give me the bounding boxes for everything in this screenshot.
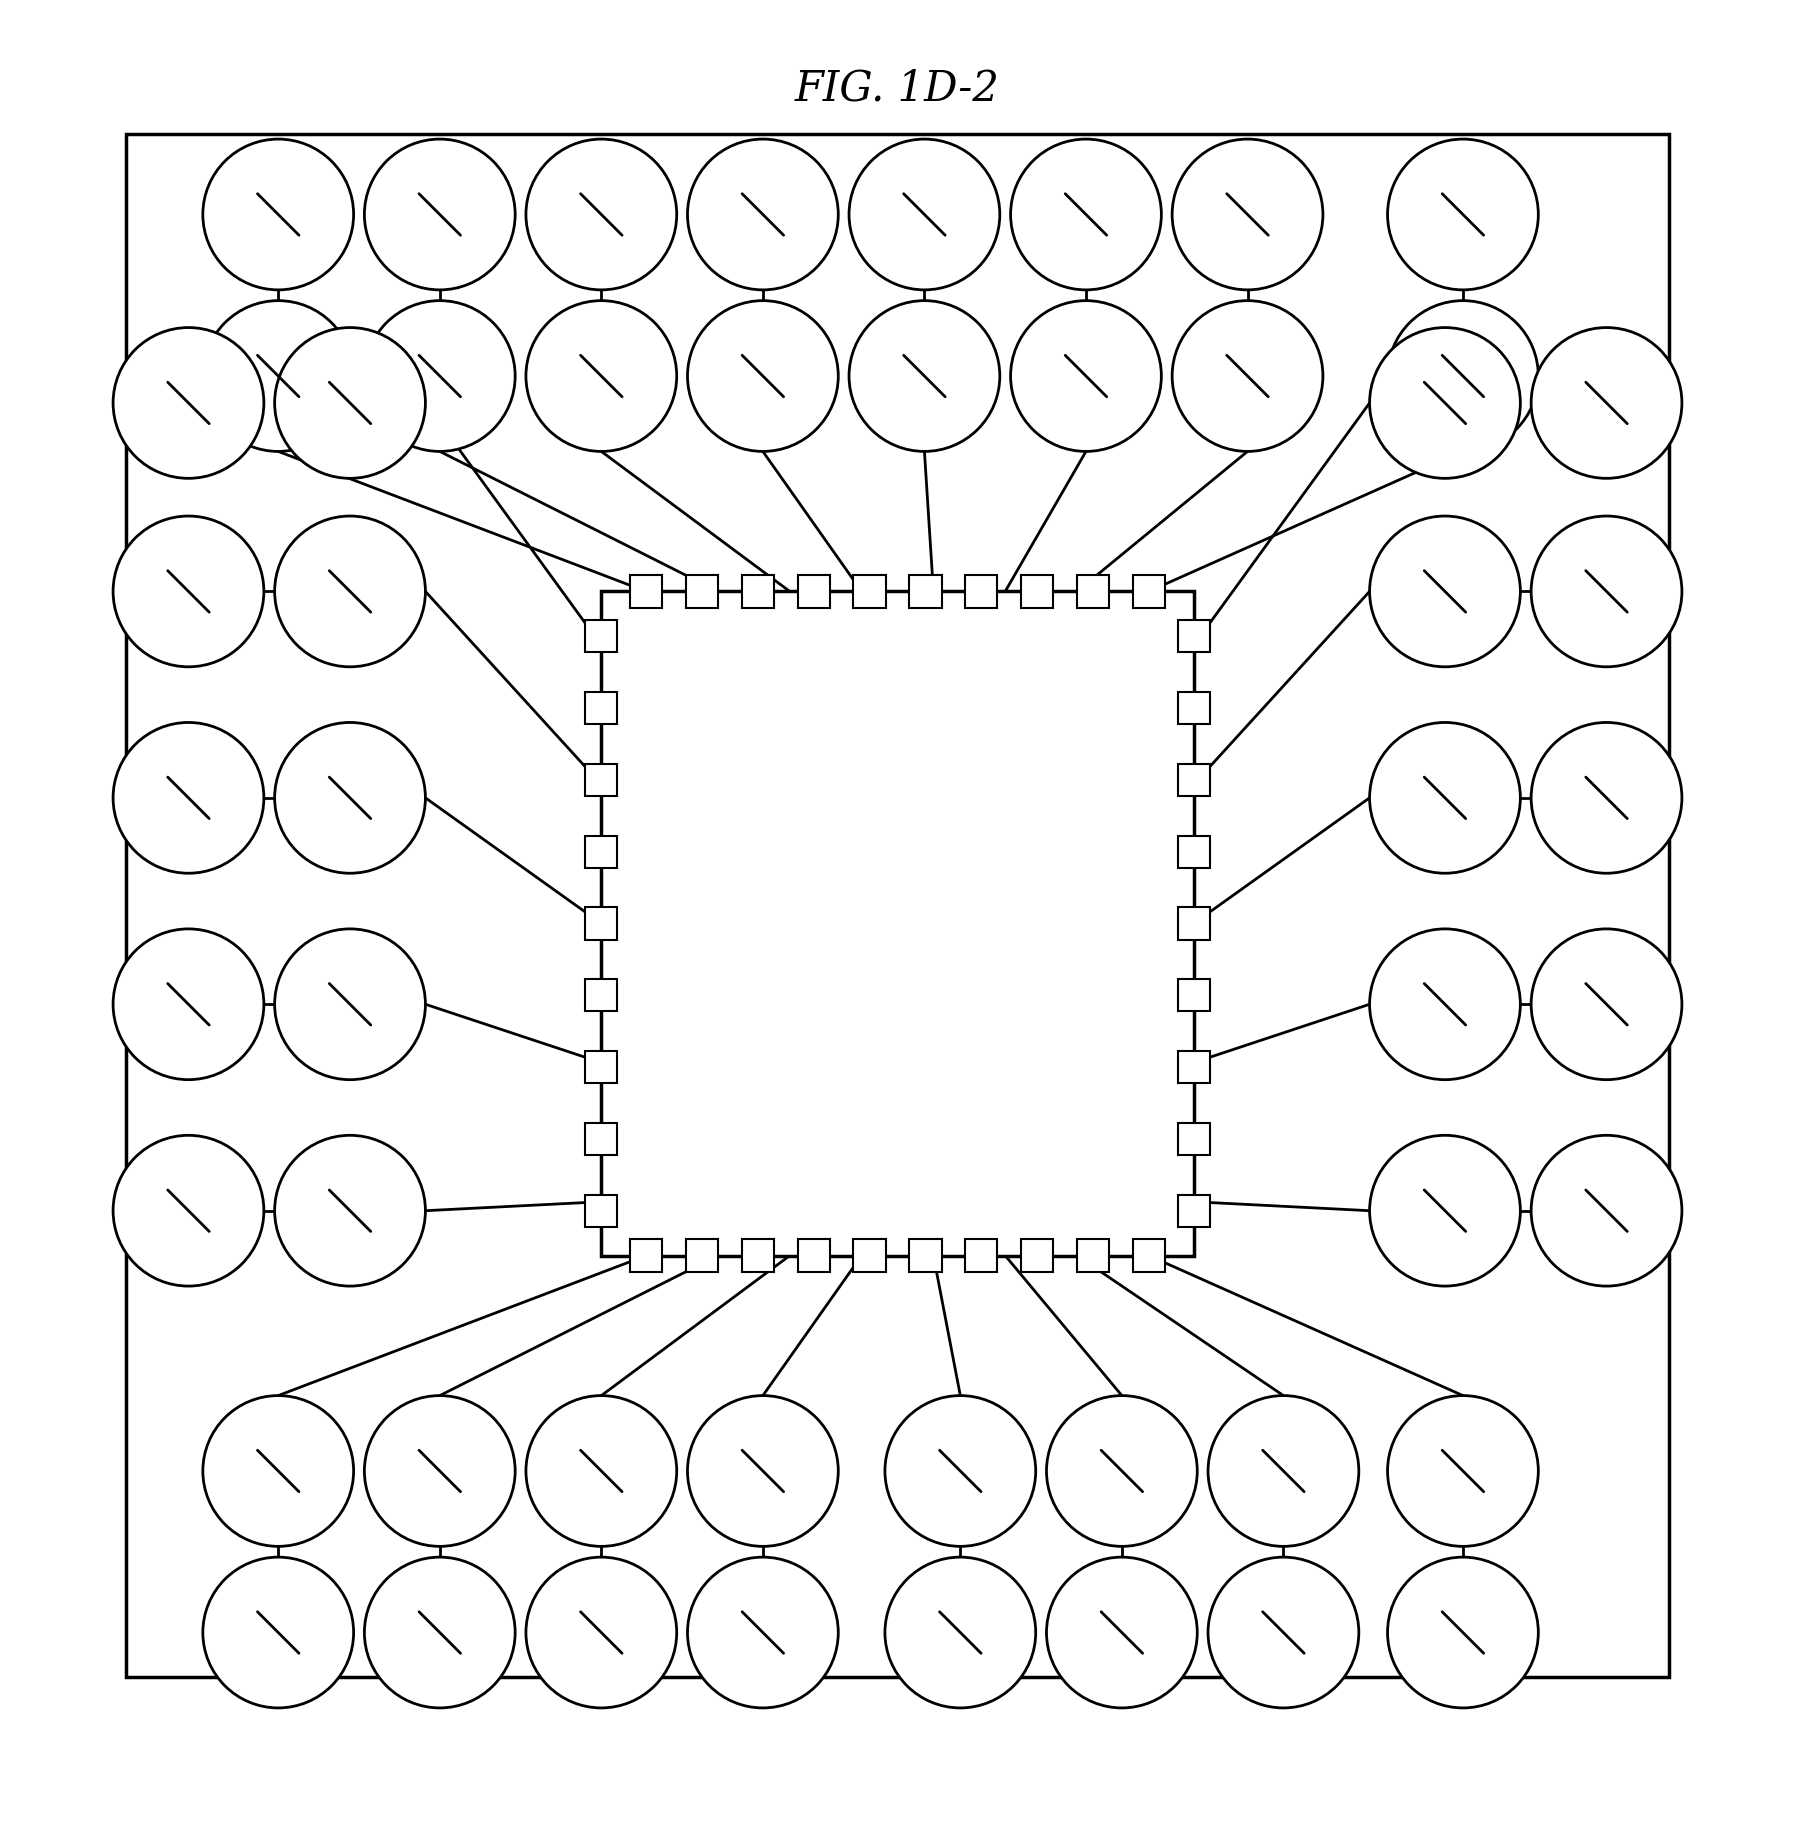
Circle shape <box>1046 1396 1197 1546</box>
Circle shape <box>849 301 1000 451</box>
Bar <box>585 621 617 652</box>
Circle shape <box>687 139 838 290</box>
Circle shape <box>1370 722 1520 874</box>
Bar <box>1178 835 1210 868</box>
Circle shape <box>526 139 677 290</box>
Circle shape <box>687 301 838 451</box>
Bar <box>585 835 617 868</box>
Circle shape <box>687 1396 838 1546</box>
Circle shape <box>113 327 264 478</box>
Circle shape <box>203 301 354 451</box>
Circle shape <box>1370 327 1520 478</box>
Bar <box>1021 1239 1054 1273</box>
Circle shape <box>1531 1136 1682 1286</box>
Circle shape <box>526 1557 677 1708</box>
Circle shape <box>113 929 264 1080</box>
Bar <box>1077 574 1109 608</box>
Bar <box>741 1239 774 1273</box>
Bar <box>1178 1051 1210 1082</box>
Bar <box>966 574 998 608</box>
Circle shape <box>1531 929 1682 1080</box>
Bar <box>853 1239 885 1273</box>
Circle shape <box>275 515 425 667</box>
Bar <box>1077 1239 1109 1273</box>
Bar <box>585 1195 617 1226</box>
Circle shape <box>1388 1396 1538 1546</box>
Bar <box>585 693 617 724</box>
Circle shape <box>885 1557 1036 1708</box>
Circle shape <box>203 1557 354 1708</box>
Bar <box>797 1239 829 1273</box>
Circle shape <box>849 139 1000 290</box>
Bar <box>1178 1195 1210 1226</box>
Bar <box>910 574 942 608</box>
Circle shape <box>1172 301 1323 451</box>
Circle shape <box>203 139 354 290</box>
Bar <box>585 979 617 1012</box>
Bar <box>126 133 1669 1677</box>
Bar <box>601 591 1194 1256</box>
Circle shape <box>275 327 425 478</box>
Bar <box>1178 979 1210 1012</box>
Circle shape <box>1011 139 1161 290</box>
Bar <box>1021 574 1054 608</box>
Circle shape <box>1208 1557 1359 1708</box>
Bar <box>1178 765 1210 796</box>
Circle shape <box>1208 1396 1359 1546</box>
Bar <box>686 1239 718 1273</box>
Circle shape <box>1531 515 1682 667</box>
Bar <box>797 574 829 608</box>
Bar <box>686 574 718 608</box>
Bar <box>741 574 774 608</box>
Circle shape <box>1388 301 1538 451</box>
Circle shape <box>364 1557 515 1708</box>
Bar <box>1178 907 1210 940</box>
Circle shape <box>275 722 425 874</box>
Bar <box>1178 1123 1210 1154</box>
Bar <box>630 1239 662 1273</box>
Circle shape <box>1388 139 1538 290</box>
Circle shape <box>275 929 425 1080</box>
Circle shape <box>526 301 677 451</box>
Circle shape <box>1388 1557 1538 1708</box>
Circle shape <box>113 515 264 667</box>
Circle shape <box>364 139 515 290</box>
Circle shape <box>526 1396 677 1546</box>
Circle shape <box>1531 327 1682 478</box>
Circle shape <box>1370 515 1520 667</box>
Circle shape <box>113 722 264 874</box>
Circle shape <box>1011 301 1161 451</box>
Bar <box>585 1123 617 1154</box>
Circle shape <box>275 1136 425 1286</box>
Circle shape <box>885 1396 1036 1546</box>
Circle shape <box>1046 1557 1197 1708</box>
Circle shape <box>203 1396 354 1546</box>
Bar <box>585 765 617 796</box>
Circle shape <box>1370 929 1520 1080</box>
Circle shape <box>1172 139 1323 290</box>
Bar <box>1133 574 1165 608</box>
Bar <box>853 574 885 608</box>
Circle shape <box>1531 722 1682 874</box>
Circle shape <box>1370 1136 1520 1286</box>
Bar <box>1178 693 1210 724</box>
Bar <box>630 574 662 608</box>
Bar <box>585 907 617 940</box>
Bar <box>910 1239 942 1273</box>
Bar <box>1178 621 1210 652</box>
Text: FIG. 1D-2: FIG. 1D-2 <box>795 68 1000 109</box>
Bar <box>966 1239 998 1273</box>
Bar <box>585 1051 617 1082</box>
Circle shape <box>364 1396 515 1546</box>
Circle shape <box>687 1557 838 1708</box>
Circle shape <box>364 301 515 451</box>
Bar <box>1133 1239 1165 1273</box>
Circle shape <box>113 1136 264 1286</box>
